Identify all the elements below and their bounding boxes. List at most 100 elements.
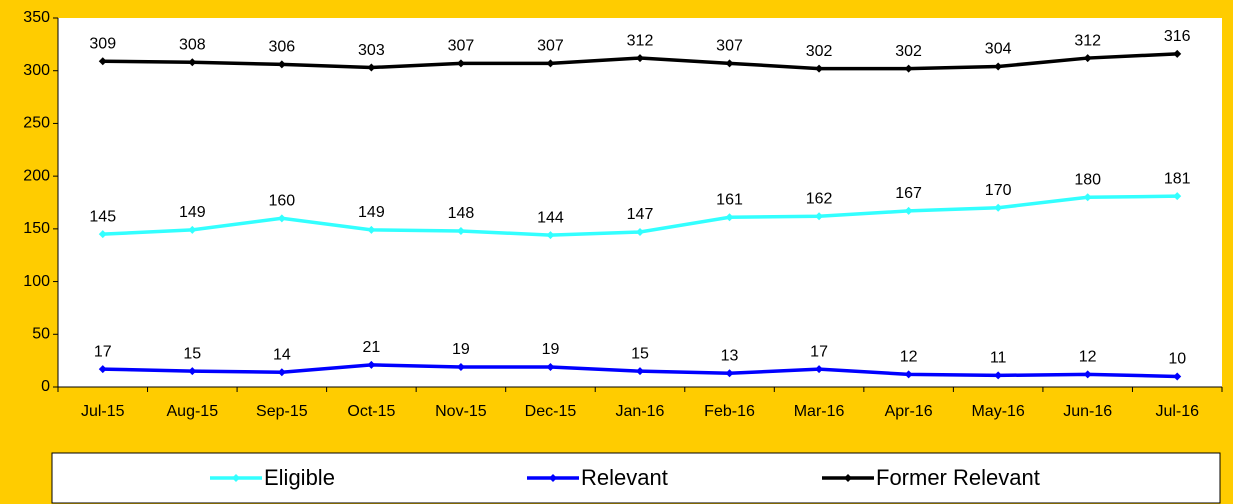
data-label: 19 bbox=[452, 341, 470, 358]
point bbox=[277, 214, 286, 223]
point bbox=[456, 362, 465, 371]
data-label: 15 bbox=[183, 345, 201, 362]
point bbox=[546, 362, 555, 371]
point bbox=[1083, 54, 1092, 63]
x-tick-label: May-16 bbox=[971, 403, 1024, 420]
legend-label: Former Relevant bbox=[876, 465, 1040, 490]
data-label: 145 bbox=[89, 208, 116, 225]
point bbox=[815, 365, 824, 374]
point bbox=[1173, 192, 1182, 201]
legend-marker bbox=[232, 474, 240, 482]
data-label: 302 bbox=[895, 43, 922, 60]
legend: Eligible Relevant Former Relevant bbox=[210, 465, 1040, 490]
point bbox=[98, 365, 107, 374]
data-label: 144 bbox=[537, 209, 564, 226]
point bbox=[815, 212, 824, 221]
y-tick-label: 250 bbox=[23, 115, 50, 132]
point bbox=[725, 369, 734, 378]
legend-marker bbox=[844, 474, 852, 482]
point bbox=[1083, 370, 1092, 379]
point bbox=[546, 59, 555, 68]
data-label: 11 bbox=[990, 350, 1007, 367]
point bbox=[277, 368, 286, 377]
x-tick-label: Jul-15 bbox=[81, 403, 125, 420]
point bbox=[277, 60, 286, 69]
point bbox=[904, 64, 913, 73]
y-tick-label: 50 bbox=[32, 326, 50, 343]
data-label: 307 bbox=[716, 38, 743, 55]
point bbox=[456, 226, 465, 235]
data-label: 307 bbox=[537, 38, 564, 55]
point bbox=[188, 225, 197, 234]
point bbox=[367, 63, 376, 72]
point bbox=[546, 231, 555, 240]
data-label: 160 bbox=[268, 193, 295, 210]
point bbox=[1173, 372, 1182, 381]
point bbox=[188, 367, 197, 376]
y-tick-label: 350 bbox=[23, 9, 50, 26]
point bbox=[98, 230, 107, 239]
point bbox=[904, 370, 913, 379]
data-label: 17 bbox=[94, 343, 112, 360]
data-label: 10 bbox=[1168, 351, 1186, 368]
data-label: 316 bbox=[1164, 28, 1191, 45]
x-tick-label: Feb-16 bbox=[704, 403, 755, 420]
point bbox=[367, 225, 376, 234]
data-label: 14 bbox=[273, 346, 291, 363]
x-tick-label: Jun-16 bbox=[1063, 403, 1112, 420]
data-label: 148 bbox=[448, 205, 475, 222]
data-label: 308 bbox=[179, 36, 206, 53]
point bbox=[1083, 193, 1092, 202]
data-label: 149 bbox=[358, 204, 385, 221]
data-label: 307 bbox=[448, 38, 475, 55]
point bbox=[636, 228, 644, 237]
data-label: 180 bbox=[1074, 171, 1101, 188]
data-label: 312 bbox=[627, 32, 654, 49]
data-label: 167 bbox=[895, 185, 922, 202]
data-label: 12 bbox=[900, 349, 918, 366]
x-tick-label: Dec-15 bbox=[525, 403, 577, 420]
data-label: 17 bbox=[810, 343, 828, 360]
x-tick-label: Apr-16 bbox=[885, 403, 933, 420]
data-label: 162 bbox=[806, 190, 833, 207]
x-tick-label: Jan-16 bbox=[616, 403, 665, 420]
x-tick-label: Jul-16 bbox=[1155, 403, 1199, 420]
data-label: 15 bbox=[631, 345, 649, 362]
data-label: 304 bbox=[985, 41, 1012, 58]
x-tick-label: Sep-15 bbox=[256, 403, 308, 420]
point bbox=[815, 64, 824, 73]
point bbox=[367, 360, 376, 369]
data-label: 302 bbox=[806, 43, 833, 60]
point bbox=[725, 59, 734, 68]
y-tick-label: 0 bbox=[41, 378, 50, 395]
point bbox=[994, 371, 1003, 380]
point bbox=[636, 54, 644, 63]
legend-marker bbox=[549, 474, 557, 482]
y-tick-label: 150 bbox=[23, 220, 50, 237]
data-label: 309 bbox=[89, 35, 116, 52]
point bbox=[994, 203, 1003, 212]
point bbox=[98, 57, 107, 66]
point bbox=[725, 213, 734, 222]
data-label: 306 bbox=[268, 39, 295, 56]
data-label: 12 bbox=[1079, 349, 1097, 366]
point bbox=[636, 367, 644, 376]
point bbox=[456, 59, 465, 68]
data-label: 19 bbox=[542, 341, 560, 358]
data-label: 170 bbox=[985, 182, 1012, 199]
data-label: 147 bbox=[627, 206, 654, 223]
x-tick-label: Aug-15 bbox=[167, 403, 219, 420]
data-label: 303 bbox=[358, 42, 385, 59]
data-label: 181 bbox=[1164, 170, 1191, 187]
data-label: 161 bbox=[716, 191, 743, 208]
legend-label: Eligible bbox=[264, 465, 335, 490]
y-tick-label: 200 bbox=[23, 167, 50, 184]
legend-label: Relevant bbox=[581, 465, 668, 490]
point bbox=[904, 206, 913, 215]
data-label: 149 bbox=[179, 204, 206, 221]
y-tick-label: 300 bbox=[23, 62, 50, 79]
x-tick-label: Nov-15 bbox=[435, 403, 487, 420]
x-tick-label: Mar-16 bbox=[794, 403, 845, 420]
x-tick-label: Oct-15 bbox=[347, 403, 395, 420]
